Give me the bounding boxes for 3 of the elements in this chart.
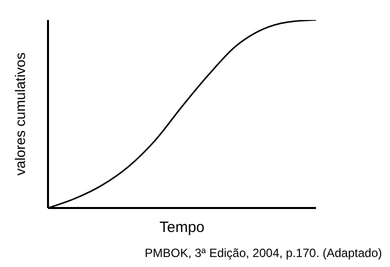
y-axis-title: valores cumulativos bbox=[12, 52, 28, 176]
x-axis-title: Tempo bbox=[159, 219, 205, 236]
text: PMBOK, 3ª Edição, 2004, p.170. (Adaptado) bbox=[144, 246, 382, 260]
